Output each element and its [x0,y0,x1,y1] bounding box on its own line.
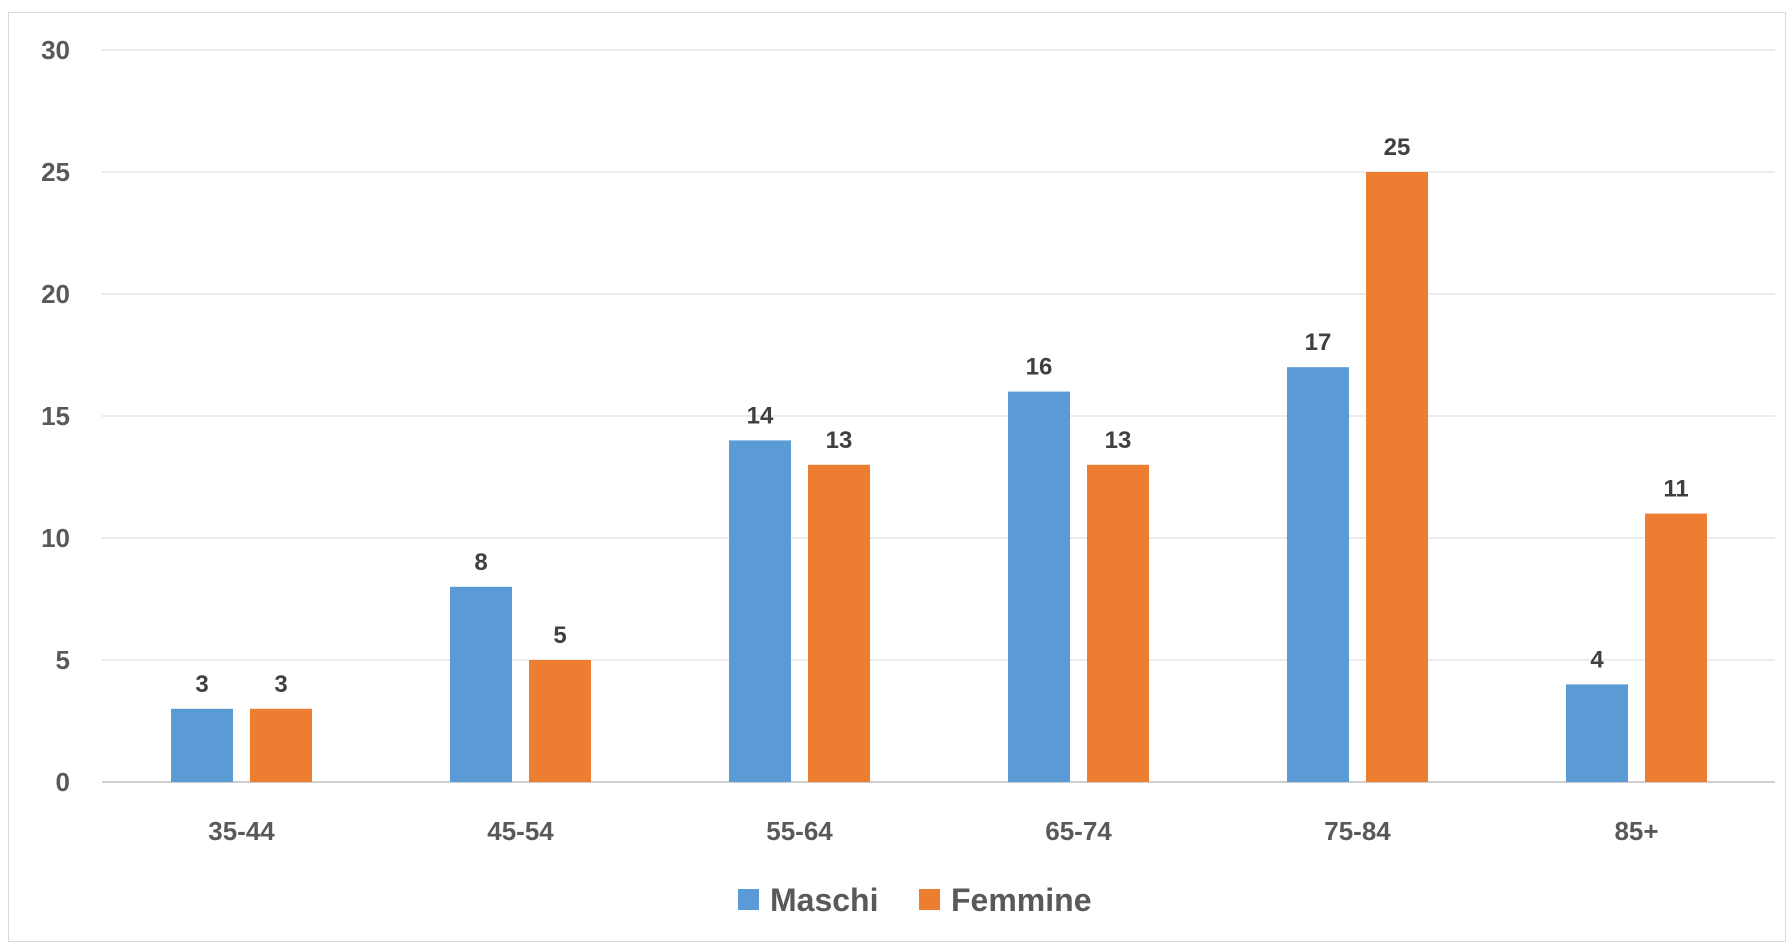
bar-femmine-75-84 [1366,172,1428,782]
bar-femmine-65-74 [1087,464,1149,782]
y-axis-ticks: 0 5 10 15 20 25 30 [41,35,70,797]
x-tick-label: 55-64 [766,816,833,846]
data-label: 3 [274,671,287,698]
data-label: 16 [1026,354,1053,381]
data-label: 5 [553,622,566,649]
x-tick-label: 85+ [1614,816,1658,846]
y-tick-label: 25 [41,157,70,187]
x-tick-label: 75-84 [1324,816,1391,846]
x-tick-label: 35-44 [208,816,275,846]
legend: Maschi Femmine [738,882,1091,918]
data-label: 11 [1663,476,1688,503]
data-label: 13 [826,427,853,454]
data-label: 17 [1305,329,1332,356]
bar-maschi-65-74 [1008,391,1070,782]
bar-femmine-85+ [1645,513,1707,782]
bar-maschi-35-44 [171,708,233,782]
y-tick-label: 0 [56,767,70,797]
bar-maschi-85+ [1566,684,1628,782]
data-labels: 3 3 8 5 14 13 16 13 17 25 4 11 [195,134,1688,698]
y-tick-label: 20 [41,279,70,309]
bar-maschi-75-84 [1287,367,1349,782]
y-tick-label: 5 [56,645,70,675]
bar-maschi-45-54 [450,586,512,782]
data-label: 25 [1384,134,1411,161]
x-axis-ticks: 35-44 45-54 55-64 65-74 75-84 85+ [208,816,1658,846]
bar-femmine-55-64 [808,464,870,782]
gridlines [102,49,1775,783]
chart-frame [8,12,1786,942]
data-label: 4 [1590,646,1604,673]
data-label: 13 [1105,427,1132,454]
legend-label: Femmine [951,882,1091,918]
legend-swatch [738,889,759,910]
data-label: 3 [195,671,208,698]
data-label: 8 [474,549,487,576]
data-label: 14 [747,402,774,429]
y-tick-label: 30 [41,35,70,65]
bar-maschi-55-64 [729,440,791,782]
y-tick-label: 10 [41,523,70,553]
bars [171,172,1707,782]
bar-femmine-45-54 [529,660,591,782]
x-tick-label: 65-74 [1045,816,1112,846]
legend-swatch [919,889,940,910]
y-tick-label: 15 [41,401,70,431]
bar-femmine-35-44 [250,708,312,782]
x-tick-label: 45-54 [487,816,554,846]
legend-label: Maschi [770,882,878,918]
